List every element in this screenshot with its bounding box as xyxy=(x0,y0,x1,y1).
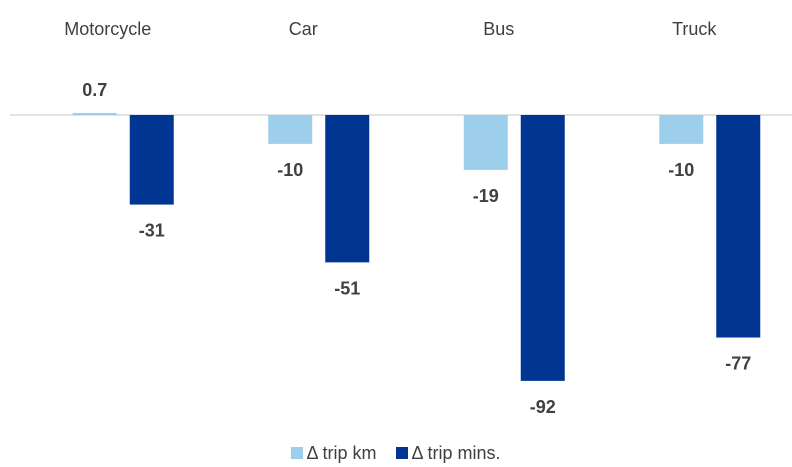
bar-delta-trip-mins-car xyxy=(325,115,370,263)
legend-swatch-trip-km xyxy=(291,447,304,459)
bar-delta-trip-km-truck xyxy=(659,115,704,144)
category-label-bus: Bus xyxy=(483,19,514,39)
data-label-delta-trip-km-bus: -19 xyxy=(473,186,499,206)
legend-item-trip-mins: Δ trip mins. xyxy=(396,443,501,463)
data-label-delta-trip-km-car: -10 xyxy=(277,160,303,180)
data-label-delta-trip-mins-car: -51 xyxy=(334,278,360,298)
category-label-truck: Truck xyxy=(672,19,717,39)
bar-delta-trip-km-bus xyxy=(463,115,508,170)
category-label-motorcycle: Motorcycle xyxy=(64,19,151,39)
bar-delta-trip-mins-bus xyxy=(520,115,565,381)
legend-item-trip-km: Δ trip km xyxy=(291,443,376,463)
legend-label-trip-mins: Δ trip mins. xyxy=(411,443,501,463)
data-label-delta-trip-km-motorcycle: 0.7 xyxy=(82,80,107,100)
legend-label-trip-km: Δ trip km xyxy=(306,443,377,463)
data-label-delta-trip-mins-motorcycle: -31 xyxy=(139,221,165,241)
data-label-delta-trip-km-truck: -10 xyxy=(668,160,694,180)
bar-chart: Motorcycle Car Bus Truck 0.7 -10 -19 -10 -31 -51 -… xyxy=(10,19,792,417)
bar-delta-trip-mins-motorcycle xyxy=(129,115,174,205)
category-label-car: Car xyxy=(289,19,318,39)
bar-delta-trip-km-car xyxy=(268,115,313,144)
data-label-delta-trip-mins-truck: -77 xyxy=(725,354,751,374)
bar-delta-trip-mins-truck xyxy=(716,115,761,338)
legend-swatch-trip-mins xyxy=(396,447,409,459)
bar-delta-trip-km-motorcycle xyxy=(72,112,117,115)
data-label-delta-trip-mins-bus: -92 xyxy=(530,397,556,417)
legend: Δ trip km Δ trip mins. xyxy=(0,443,792,463)
